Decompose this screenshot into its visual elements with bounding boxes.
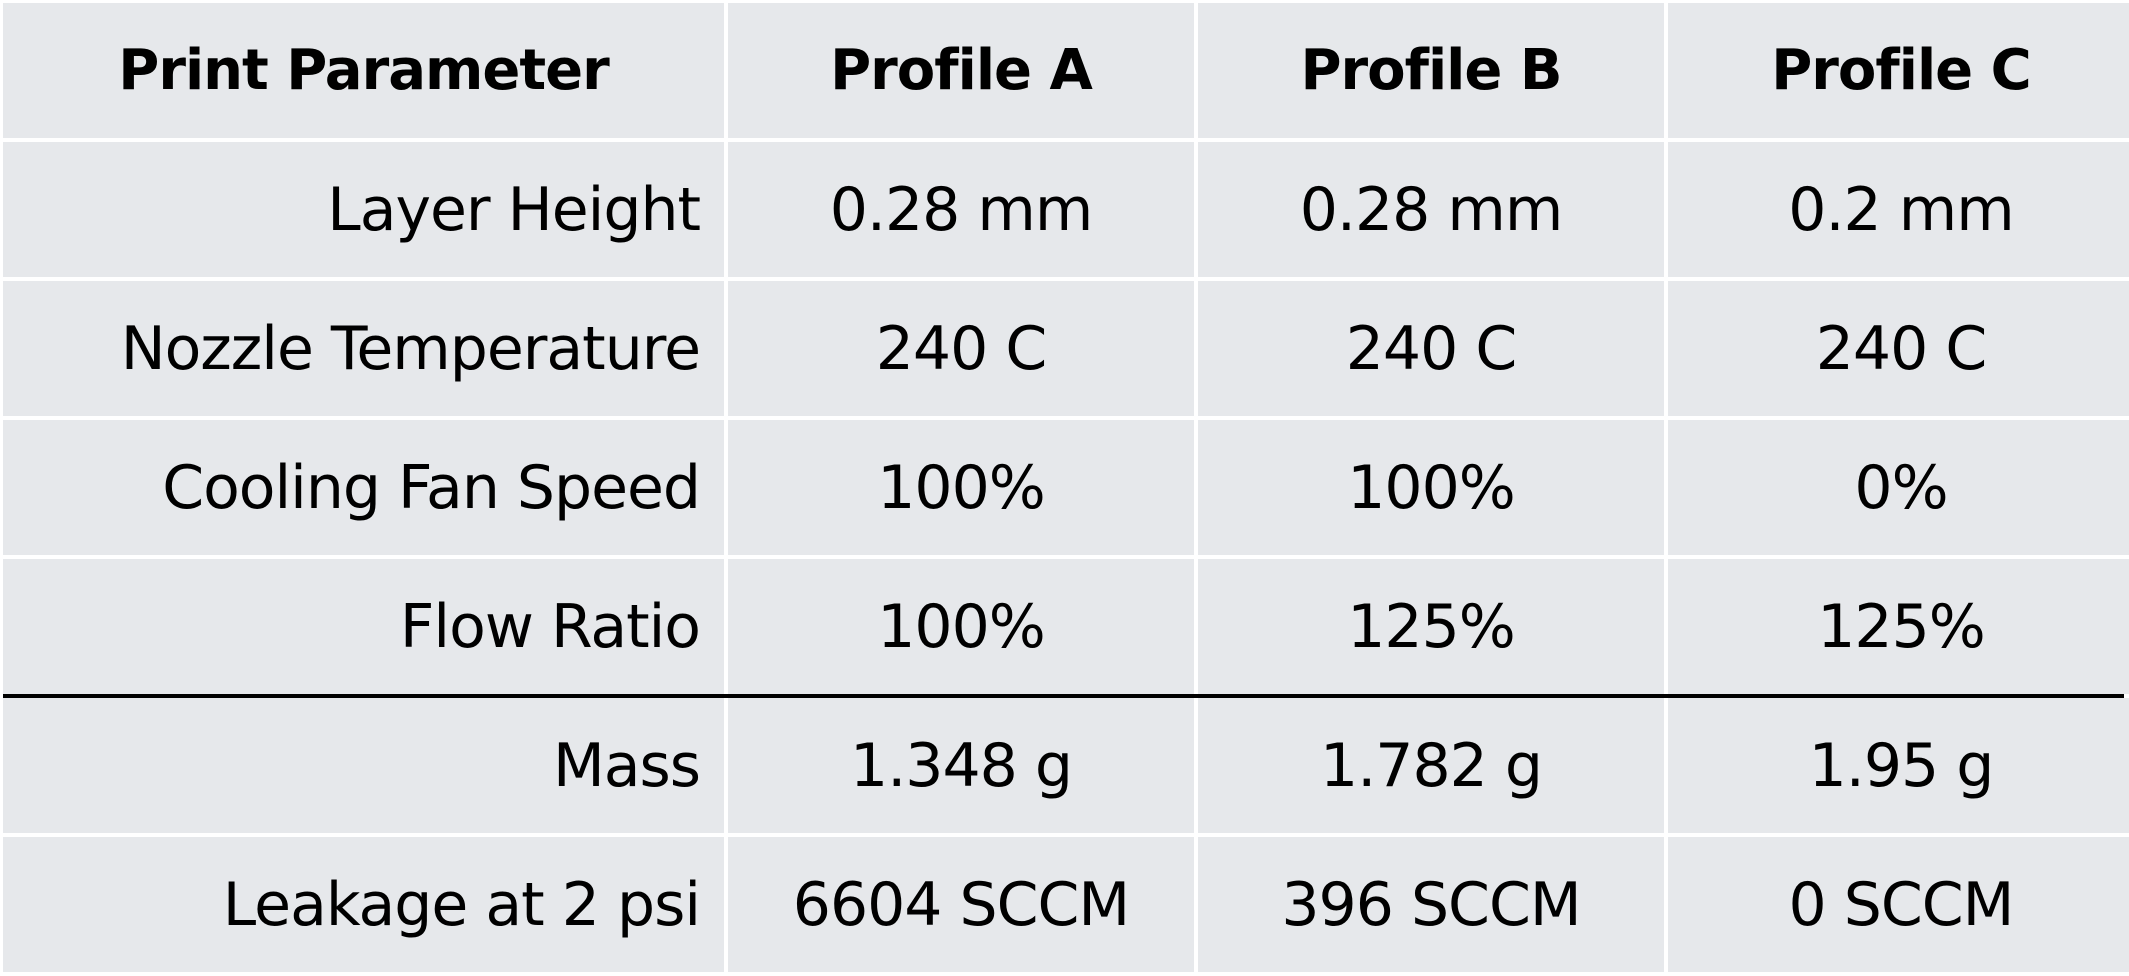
row-label: Layer Height [3,142,724,277]
value-cell: 1.782 g [1198,698,1664,833]
value-cell: 396 SCCM [1198,837,1664,972]
value-cell: 6604 SCCM [728,837,1194,972]
value-cell: 0.28 mm [1198,142,1664,277]
value-cell: 100% [728,559,1194,694]
header-cell: Profile C [1668,3,2129,138]
value-cell: 0 SCCM [1668,837,2129,972]
value-cell: 1.348 g [728,698,1194,833]
value-cell: 0% [1668,420,2129,555]
header-cell: Profile A [728,3,1194,138]
value-cell: 0.2 mm [1668,142,2129,277]
value-cell: 240 C [728,281,1194,416]
header-cell: Profile B [1198,3,1664,138]
value-cell: 0.28 mm [728,142,1194,277]
row-label: Cooling Fan Speed [3,420,724,555]
data-table: Print Parameter Profile A Profile B Profile… [3,3,2129,972]
row-label: Mass [3,698,724,833]
value-cell: 240 C [1668,281,2129,416]
value-cell: 1.95 g [1668,698,2129,833]
row-label: Nozzle Temperature [3,281,724,416]
value-cell: 125% [1198,559,1664,694]
row-label: Flow Ratio [3,559,724,694]
value-cell: 125% [1668,559,2129,694]
section-divider [3,694,2124,698]
row-label: Leakage at 2 psi [3,837,724,972]
value-cell: 240 C [1198,281,1664,416]
value-cell: 100% [728,420,1194,555]
value-cell: 100% [1198,420,1664,555]
header-cell: Print Parameter [3,3,724,138]
